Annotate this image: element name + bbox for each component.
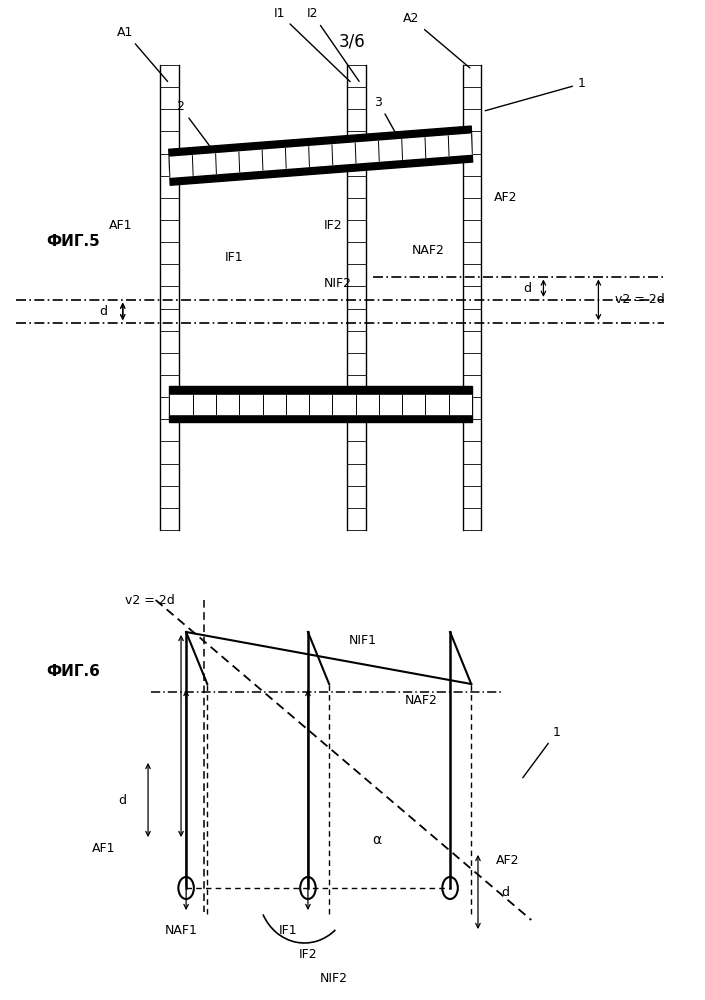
Text: 3: 3 xyxy=(374,96,399,139)
Text: NIF2: NIF2 xyxy=(319,972,348,985)
Text: AF2: AF2 xyxy=(496,854,520,866)
Text: v2 = 2d: v2 = 2d xyxy=(615,293,665,306)
Polygon shape xyxy=(168,126,472,185)
Text: 1: 1 xyxy=(523,726,560,778)
Text: IF2: IF2 xyxy=(324,219,342,232)
Text: d: d xyxy=(99,305,107,318)
Text: A1: A1 xyxy=(117,26,168,81)
Text: d: d xyxy=(501,886,509,898)
Text: α: α xyxy=(372,833,381,847)
Text: 1: 1 xyxy=(485,77,586,111)
Text: NIF1: NIF1 xyxy=(348,634,376,647)
Text: d: d xyxy=(118,794,127,806)
Text: IF1: IF1 xyxy=(278,924,297,937)
Text: d: d xyxy=(523,282,531,295)
Text: 3/6: 3/6 xyxy=(339,33,366,51)
Text: ФИГ.6: ФИГ.6 xyxy=(46,665,99,680)
Text: NAF1: NAF1 xyxy=(164,924,197,937)
Text: ФИГ.5: ФИГ.5 xyxy=(46,234,99,249)
Text: NAF2: NAF2 xyxy=(405,694,437,706)
Text: AF2: AF2 xyxy=(494,191,517,204)
Text: A2: A2 xyxy=(403,12,470,68)
Text: AF1: AF1 xyxy=(109,219,133,232)
Polygon shape xyxy=(169,134,472,177)
Polygon shape xyxy=(169,386,472,422)
Text: IF1: IF1 xyxy=(224,251,243,264)
Text: I2: I2 xyxy=(307,7,359,81)
Polygon shape xyxy=(169,395,472,414)
Text: 2: 2 xyxy=(176,100,212,149)
Text: NIF2: NIF2 xyxy=(324,277,352,290)
Text: I1: I1 xyxy=(274,7,350,82)
Text: v2 = 2d: v2 = 2d xyxy=(125,593,175,606)
Text: NAF2: NAF2 xyxy=(412,244,444,257)
Text: AF1: AF1 xyxy=(92,841,115,854)
Text: IF2: IF2 xyxy=(299,948,317,961)
